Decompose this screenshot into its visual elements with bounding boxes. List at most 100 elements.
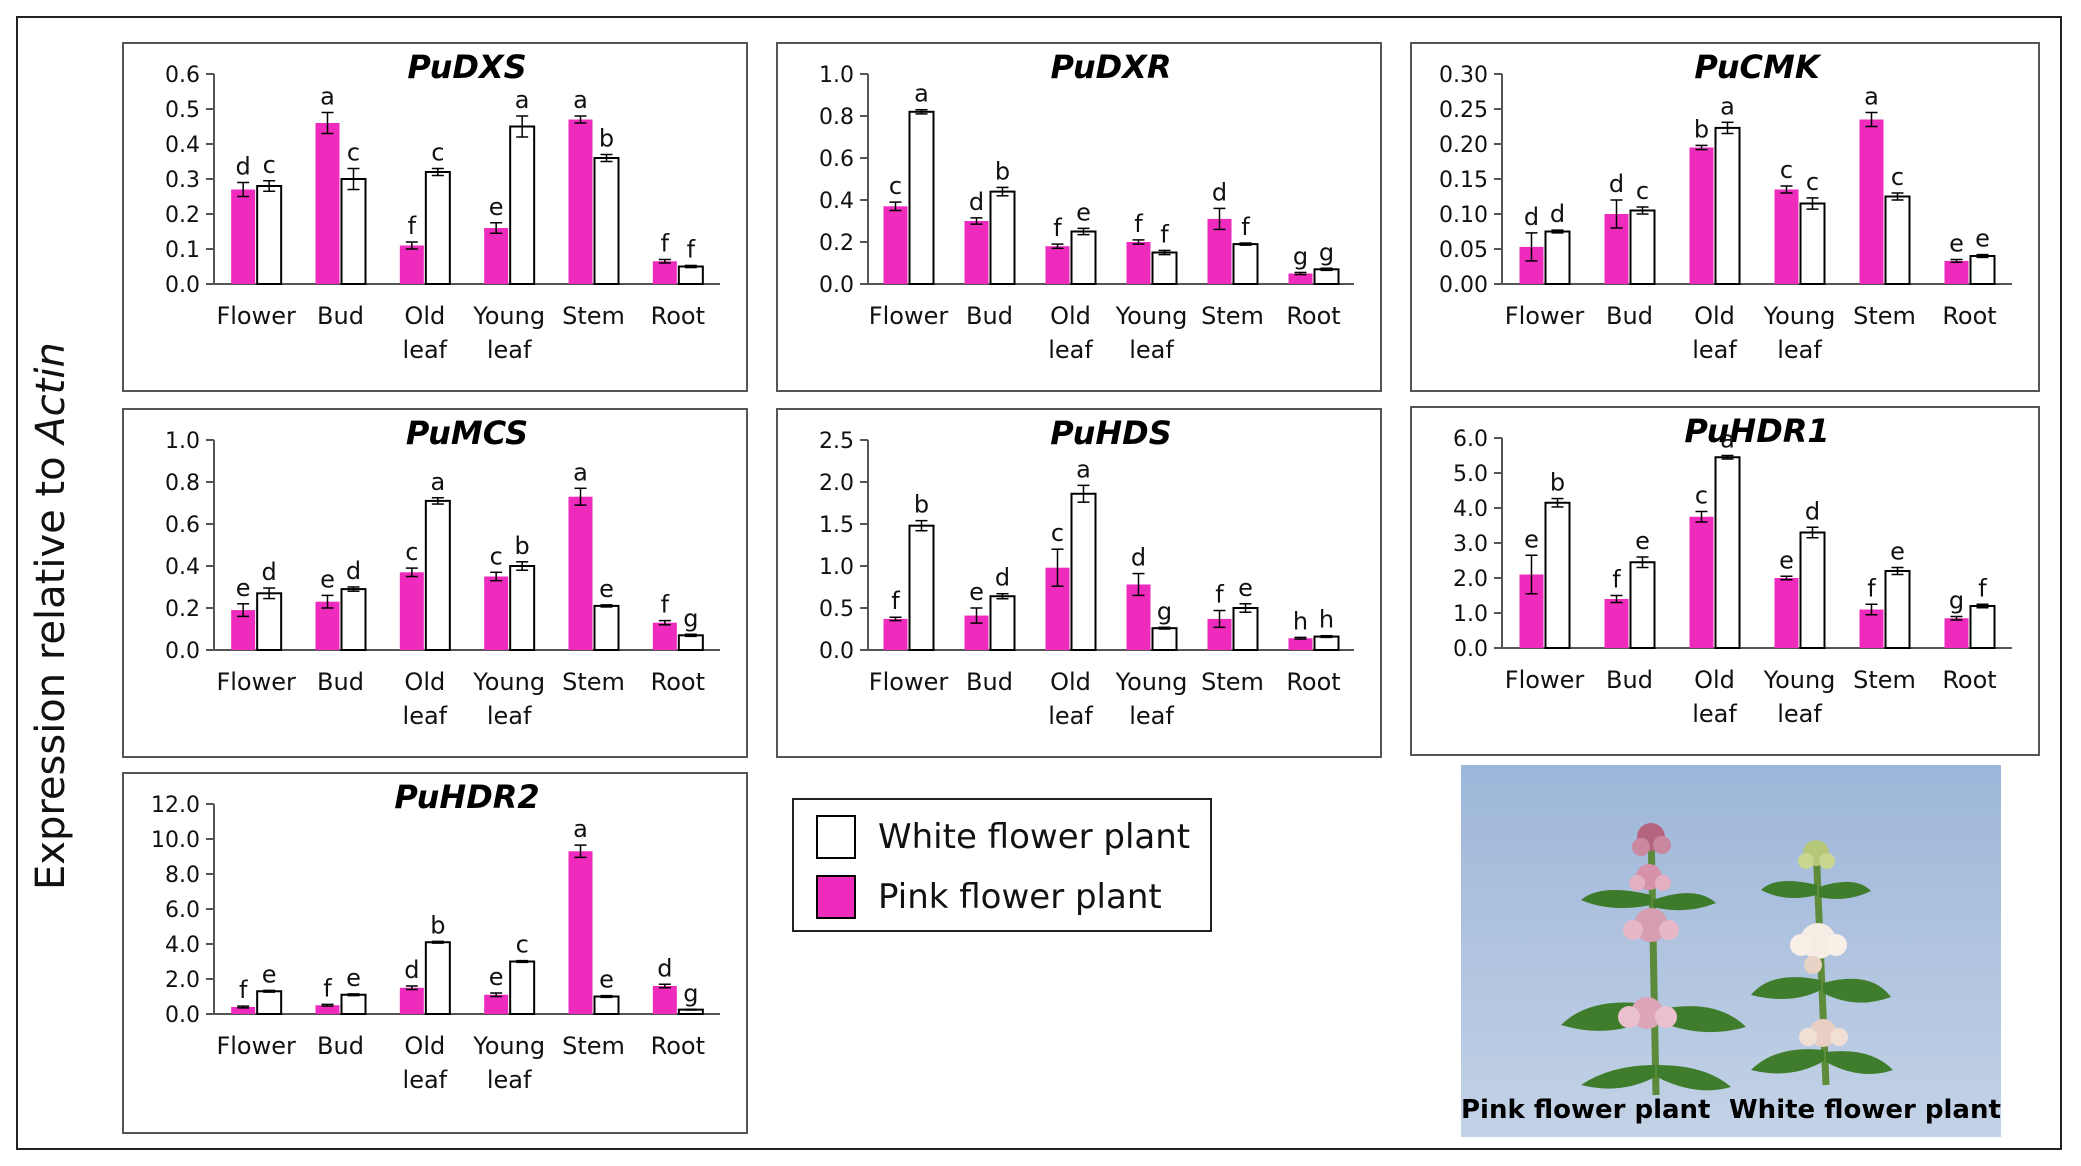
x-tick-label-young-leaf: leaf bbox=[1129, 336, 1174, 364]
significance-letter: c bbox=[1636, 177, 1649, 205]
y-tick-label: 0.1 bbox=[165, 238, 200, 263]
x-tick-label-stem: Stem bbox=[562, 1032, 625, 1060]
significance-letter: e bbox=[1890, 538, 1905, 566]
significance-letter: e bbox=[1076, 198, 1091, 226]
significance-letter: a bbox=[914, 80, 929, 108]
bar-white-old-leaf bbox=[1714, 456, 1741, 649]
x-tick-label-young-leaf: leaf bbox=[487, 1066, 532, 1094]
y-tick-label: 6.0 bbox=[165, 898, 200, 923]
significance-letter: e bbox=[1524, 525, 1539, 553]
y-tick-label: 6.0 bbox=[1453, 427, 1488, 452]
bar-pink-young-leaf bbox=[484, 576, 509, 650]
x-tick-label-old-leaf: Old bbox=[404, 1032, 445, 1060]
significance-letter: g bbox=[1157, 597, 1172, 625]
y-tick-label: 0.6 bbox=[819, 147, 854, 172]
bar-white-root bbox=[1313, 268, 1340, 286]
significance-letter: e bbox=[346, 964, 361, 992]
significance-letter: f bbox=[1867, 574, 1876, 602]
y-tick-label: 0.0 bbox=[165, 1003, 200, 1028]
chart-panel-puhdr2: PuHDR2 0.0 2.0 4.0 6.0 8.0 10.0 12.0 f e Flower f e B… bbox=[122, 772, 748, 1134]
significance-letter: e bbox=[1949, 230, 1964, 258]
x-tick-label-flower: Flower bbox=[869, 302, 949, 330]
y-tick-label: 0.4 bbox=[165, 555, 200, 580]
bar-white-old-leaf bbox=[1714, 126, 1741, 286]
bar-white-young-leaf bbox=[1151, 627, 1178, 652]
chart-panel-pumcs: PuMCS 0.0 0.2 0.4 0.6 0.8 1.0 e d Flower e d Bud c a Ol… bbox=[122, 408, 748, 758]
x-tick-label-bud: Bud bbox=[966, 668, 1013, 696]
bar-white-flower bbox=[256, 592, 283, 652]
y-tick-label: 0.6 bbox=[165, 63, 200, 88]
significance-letter: e bbox=[320, 565, 335, 593]
x-tick-label-old-leaf: leaf bbox=[403, 702, 448, 730]
y-tick-label: 0.15 bbox=[1439, 168, 1488, 193]
y-tick-label: 8.0 bbox=[165, 863, 200, 888]
significance-letter: e bbox=[969, 578, 984, 606]
chart-title-puhds: PuHDS bbox=[1050, 414, 1171, 452]
y-tick-label: 2.0 bbox=[819, 471, 854, 496]
plant-photo: Pink flower plant White flower plant bbox=[1461, 765, 2001, 1137]
significance-letter: b bbox=[914, 491, 929, 519]
significance-letter: f bbox=[1241, 213, 1250, 241]
significance-letter: a bbox=[320, 83, 335, 111]
significance-letter: a bbox=[1864, 83, 1879, 111]
significance-letter: b bbox=[1550, 469, 1565, 497]
y-tick-label: 2.5 bbox=[819, 429, 854, 454]
y-tick-label: 5.0 bbox=[1453, 462, 1488, 487]
significance-letter: g bbox=[683, 604, 698, 632]
photo-caption-white: White flower plant bbox=[1729, 1095, 2001, 1125]
significance-letter: c bbox=[347, 139, 360, 167]
y-tick-label: 0.2 bbox=[165, 203, 200, 228]
significance-letter: f bbox=[661, 591, 670, 619]
bar-white-flower bbox=[908, 110, 935, 285]
significance-letter: c bbox=[1051, 519, 1064, 547]
significance-letter: e bbox=[599, 575, 614, 603]
significance-letter: c bbox=[1695, 482, 1708, 510]
bar-pink-stem bbox=[1859, 609, 1884, 648]
significance-letter: g bbox=[1293, 242, 1308, 270]
y-tick-label: 0.05 bbox=[1439, 238, 1488, 263]
x-tick-label-root: Root bbox=[1942, 666, 1996, 694]
significance-letter: e bbox=[489, 963, 504, 991]
x-tick-label-flower: Flower bbox=[216, 302, 296, 330]
y-tick-label: 0.8 bbox=[819, 105, 854, 130]
chart-panel-pudxs: PuDXS 0.0 0.1 0.2 0.3 0.4 0.5 0.6 d c Flower a c Bud f… bbox=[122, 42, 748, 392]
bar-pink-young-leaf bbox=[1774, 189, 1799, 284]
photo-caption-pink: Pink flower plant bbox=[1461, 1095, 1711, 1125]
chart-panel-puhdr1: PuHDR1 0.0 1.0 2.0 3.0 4.0 5.0 6.0 e b Flower f e Bud… bbox=[1410, 406, 2040, 756]
y-tick-label: 1.0 bbox=[819, 63, 854, 88]
x-tick-label-stem: Stem bbox=[562, 668, 625, 696]
significance-letter: d bbox=[1550, 200, 1565, 228]
bar-white-root bbox=[1969, 605, 1996, 649]
significance-letter: b bbox=[1694, 115, 1709, 143]
y-tick-label: 0.10 bbox=[1439, 203, 1488, 228]
legend-label-pink: Pink flower plant bbox=[878, 877, 1162, 917]
significance-letter: f bbox=[687, 235, 696, 263]
significance-letter: d bbox=[969, 188, 984, 216]
x-tick-label-young-leaf: leaf bbox=[487, 336, 532, 364]
x-tick-label-old-leaf: leaf bbox=[1692, 336, 1737, 364]
significance-letter: a bbox=[573, 86, 588, 114]
chart-title-puhdr1: PuHDR1 bbox=[1684, 412, 1829, 450]
significance-letter: d bbox=[657, 954, 672, 982]
y-axis-label-text: Expression relative to bbox=[28, 444, 74, 890]
significance-letter: d bbox=[404, 956, 419, 984]
y-tick-label: 4.0 bbox=[165, 933, 200, 958]
significance-letter: f bbox=[891, 587, 900, 615]
y-tick-label: 0.4 bbox=[819, 189, 854, 214]
bar-pink-bud bbox=[1604, 599, 1629, 648]
x-tick-label-young-leaf: Young bbox=[1763, 302, 1836, 330]
y-tick-label: 0.30 bbox=[1439, 63, 1488, 88]
bar-pink-root bbox=[1944, 618, 1969, 648]
white-plant-illustration bbox=[1751, 840, 1893, 1086]
significance-letter: d bbox=[995, 564, 1010, 592]
significance-letter: b bbox=[995, 157, 1010, 185]
bar-pink-old-leaf bbox=[399, 245, 424, 284]
y-tick-label: 3.0 bbox=[1453, 532, 1488, 557]
significance-letter: d bbox=[346, 557, 361, 585]
legend-item-pink: Pink flower plant bbox=[816, 872, 1162, 922]
significance-letter: e bbox=[236, 574, 251, 602]
significance-letter: c bbox=[1891, 163, 1904, 191]
significance-letter: c bbox=[1780, 156, 1793, 184]
x-tick-label-root: Root bbox=[651, 668, 705, 696]
